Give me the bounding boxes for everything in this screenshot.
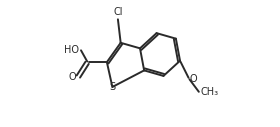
Text: O: O — [69, 72, 76, 82]
Text: O: O — [190, 74, 197, 84]
Text: Cl: Cl — [113, 7, 123, 17]
Text: S: S — [109, 82, 115, 92]
Text: HO: HO — [64, 45, 79, 55]
Text: CH₃: CH₃ — [200, 88, 218, 98]
